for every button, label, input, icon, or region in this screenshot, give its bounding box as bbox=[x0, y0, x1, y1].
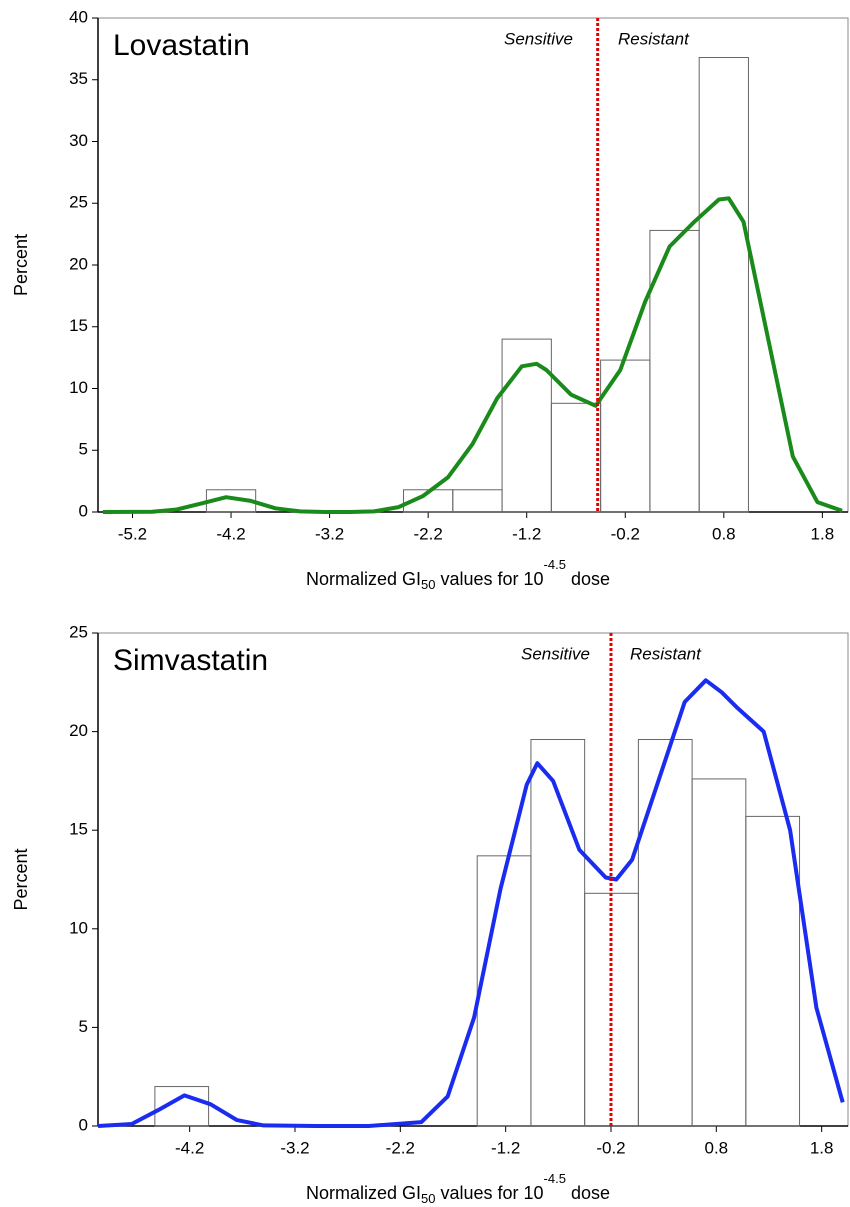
bar bbox=[550, 402, 602, 513]
density-curve bbox=[102, 196, 843, 514]
y-tick-label: 25 bbox=[69, 193, 88, 212]
x-tick-label: -1.2 bbox=[512, 524, 541, 543]
density-curve bbox=[97, 678, 845, 1128]
y-tick-label: 40 bbox=[69, 7, 88, 26]
resistant-label: Resistant bbox=[618, 29, 690, 48]
sensitive-label: Sensitive bbox=[504, 29, 573, 48]
resistant-label: Resistant bbox=[630, 644, 702, 663]
bar bbox=[698, 57, 749, 513]
y-tick-label: 10 bbox=[69, 378, 88, 397]
x-axis-label-part: 50 bbox=[421, 577, 435, 592]
bar bbox=[637, 738, 693, 1127]
x-tick-label: -3.2 bbox=[280, 1138, 309, 1157]
y-tick-label: 20 bbox=[69, 254, 88, 273]
y-tick-label: 15 bbox=[69, 820, 88, 839]
x-axis-label-part: values for 10 bbox=[435, 569, 543, 589]
x-tick-label: 1.8 bbox=[811, 524, 835, 543]
y-tick-label: 5 bbox=[79, 440, 88, 459]
x-axis-label-part: dose bbox=[566, 569, 610, 589]
x-tick-label: -4.2 bbox=[216, 524, 245, 543]
x-axis-label-part: values for 10 bbox=[435, 1183, 543, 1203]
x-axis-label-part: -4.5 bbox=[544, 557, 566, 572]
x-axis-label-part: dose bbox=[566, 1183, 610, 1203]
x-tick-label: -2.2 bbox=[414, 524, 443, 543]
x-tick-label: -3.2 bbox=[315, 524, 344, 543]
y-tick-label: 10 bbox=[69, 918, 88, 937]
bar bbox=[600, 359, 651, 513]
sensitive-label: Sensitive bbox=[521, 644, 590, 663]
x-tick-label: -4.2 bbox=[175, 1138, 204, 1157]
x-tick-label: -0.2 bbox=[596, 1138, 625, 1157]
x-axis-label-part: 50 bbox=[421, 1191, 435, 1206]
y-tick-label: 25 bbox=[69, 622, 88, 641]
y-tick-label: 0 bbox=[79, 501, 88, 520]
x-tick-label: -2.2 bbox=[386, 1138, 415, 1157]
y-tick-label: 15 bbox=[69, 316, 88, 335]
y-tick-label: 0 bbox=[79, 1115, 88, 1134]
x-tick-label: 0.8 bbox=[712, 524, 736, 543]
plot-frame bbox=[97, 17, 849, 513]
bar bbox=[745, 815, 801, 1127]
y-axis-label: Percent bbox=[11, 234, 31, 296]
x-axis-label: Normalized GI50 values for 10-4.5 dose bbox=[306, 1171, 610, 1206]
y-tick-label: 30 bbox=[69, 131, 88, 150]
y-tick-label: 5 bbox=[79, 1017, 88, 1036]
x-axis-label: Normalized GI50 values for 10-4.5 dose bbox=[306, 557, 610, 592]
x-axis-label-part: Normalized GI bbox=[306, 569, 421, 589]
x-axis-label-part: Normalized GI bbox=[306, 1183, 421, 1203]
bar bbox=[452, 489, 503, 513]
x-tick-label: -5.2 bbox=[118, 524, 147, 543]
chart-title: Simvastatin bbox=[113, 644, 268, 677]
bar bbox=[476, 855, 532, 1127]
bar bbox=[691, 778, 747, 1127]
y-tick-label: 35 bbox=[69, 69, 88, 88]
bar bbox=[154, 1086, 210, 1127]
chart: 0 5 10 15 20 25 30 35 40 -5.2 -4.2 -3.2 -2.2 -1.2 -0.2… bbox=[11, 7, 849, 592]
x-tick-label: 0.8 bbox=[705, 1138, 729, 1157]
y-tick-label: 20 bbox=[69, 721, 88, 740]
x-tick-label: -0.2 bbox=[611, 524, 640, 543]
x-tick-label: 1.8 bbox=[810, 1138, 834, 1157]
y-axis-label: Percent bbox=[11, 848, 31, 910]
chart-title: Lovastatin bbox=[113, 29, 250, 62]
chart: 0 5 10 15 20 25 -4.2 -3.2 -2.2 -1.2 -0.2 0.8 1.8 Sens… bbox=[11, 622, 849, 1206]
x-tick-label: -1.2 bbox=[491, 1138, 520, 1157]
x-axis-label-part: -4.5 bbox=[544, 1171, 566, 1186]
